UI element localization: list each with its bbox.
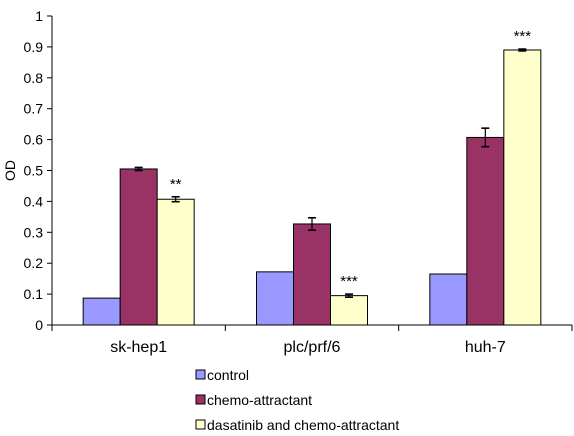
error-bar-plc/prf/6-chemo-attractant [308, 216, 316, 231]
legend-swatch [195, 369, 206, 380]
bar-huh-7-control [429, 273, 468, 326]
x-category-label: sk-hep1 [110, 339, 167, 356]
y-tick-label: 0.6 [24, 132, 44, 148]
bar-huh-7-chemo-attractant [466, 136, 505, 326]
significance-sk-hep1: ** [170, 176, 182, 193]
significance-huh-7: *** [514, 28, 532, 45]
error-bar-huh-7-dasatinib and chemo-attractant [518, 48, 527, 52]
y-tick-label: 0.4 [24, 193, 44, 209]
bar-plc/prf/6-chemo-attractant [293, 223, 331, 326]
error-bar-plc/prf/6-dasatinib and chemo-attractant [345, 293, 353, 298]
bar-sk-hep1-control [82, 297, 121, 326]
error-bar-huh-7-chemo-attractant [481, 127, 490, 148]
error-bars [134, 48, 527, 298]
y-tick-label: 0.2 [24, 255, 44, 271]
legend-label: dasatinib and chemo-attractant [207, 417, 399, 433]
y-tick-label: 1 [35, 8, 43, 24]
legend-item-control: control [195, 367, 249, 383]
bar-huh-7-dasatinib and chemo-attractant [503, 49, 542, 326]
legend-label: control [207, 367, 249, 383]
y-tick-label: 0.5 [24, 163, 44, 179]
legend-label: chemo-attractant [207, 392, 312, 408]
bar-sk-hep1-dasatinib and chemo-attractant [156, 198, 195, 326]
y-tick-label: 0.7 [24, 101, 44, 117]
y-tick-label: 0 [35, 317, 43, 333]
legend-swatch [195, 419, 206, 430]
error-bar-sk-hep1-chemo-attractant [134, 166, 143, 172]
legend-item-chemo-attractant: chemo-attractant [195, 392, 312, 408]
y-tick-label: 0.1 [24, 286, 44, 302]
x-category-label: huh-7 [465, 339, 506, 356]
legend-item-dasatinib and chemo-attractant: dasatinib and chemo-attractant [195, 417, 399, 433]
legend: control chemo-attractant dasatinib and che… [195, 367, 399, 433]
y-tick-label: 0.3 [24, 224, 44, 240]
significance-annotations: ******** [170, 28, 531, 290]
y-tick-label: 0.9 [24, 39, 44, 55]
y-axis-title: OD [2, 160, 18, 181]
significance-plc/prf/6: *** [340, 273, 358, 290]
bar-plc/prf/6-control [256, 271, 294, 326]
error-bar-sk-hep1-dasatinib and chemo-attractant [171, 195, 180, 203]
legend-swatch [195, 394, 206, 405]
x-category-label: plc/prf/6 [284, 339, 341, 356]
bars [82, 49, 542, 326]
axes [51, 16, 573, 331]
y-axis-ticks: 0 0.1 0.2 0.3 0.4 0.5 0.6 0.7 0.8 0.9 1 [24, 8, 52, 333]
bar-sk-hep1-chemo-attractant [119, 168, 158, 326]
x-axis-categories: sk-hep1 plc/prf/6 huh-7 [110, 339, 506, 356]
bar-plc/prf/6-dasatinib and chemo-attractant [330, 295, 368, 326]
y-tick-label: 0.8 [24, 70, 44, 86]
